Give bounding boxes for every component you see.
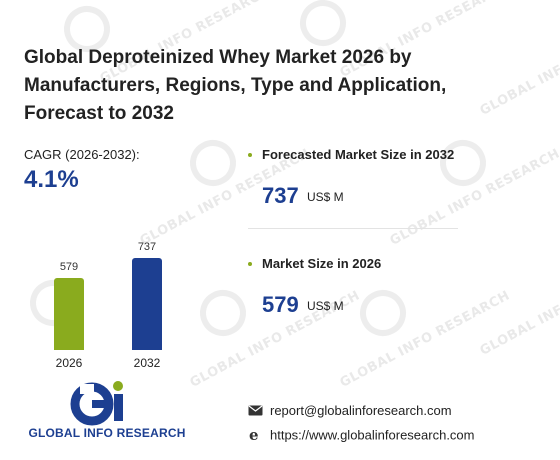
bar-category-2026: 2026 xyxy=(55,356,83,370)
bar-2026 xyxy=(54,278,84,350)
current-metric-title: Market Size in 2026 xyxy=(262,256,382,271)
bar-chart: 579 2026 737 2032 xyxy=(24,236,214,372)
bullet-icon xyxy=(248,153,252,157)
watermark-logo-icon xyxy=(181,131,245,195)
svg-text:e: e xyxy=(249,427,259,442)
logo-mark-icon xyxy=(70,381,123,426)
forecast-metric-unit: US$ M xyxy=(307,190,344,204)
bar-2032 xyxy=(132,258,162,350)
bar-value-label-2026: 579 xyxy=(59,261,79,273)
bullet-icon xyxy=(248,262,252,266)
website-text[interactable]: https://www.globalinforesearch.com xyxy=(270,427,475,443)
watermark-text: GLOBAL INFO RESEARCH xyxy=(477,256,560,359)
cagr-label: CAGR (2026-2032): xyxy=(24,147,140,162)
logo-text: GLOBAL INFO RESEARCH xyxy=(28,426,186,440)
bar-category-2032: 2032 xyxy=(133,356,161,370)
current-metric-unit: US$ M xyxy=(307,299,344,313)
company-logo: GLOBAL INFO RESEARCH xyxy=(22,378,192,446)
current-metric-value: 579 xyxy=(262,292,299,317)
email-text[interactable]: report@globalinforesearch.com xyxy=(270,403,452,418)
forecast-metric-value: 737 xyxy=(262,183,299,208)
website-contact[interactable]: e https://www.globalinforesearch.com xyxy=(248,426,475,445)
watermark-logo-icon xyxy=(351,281,415,345)
forecast-metric-title: Forecasted Market Size in 2032 xyxy=(262,147,455,162)
bar-value-label-2032: 737 xyxy=(137,241,157,253)
cagr-value: 4.1% xyxy=(24,166,79,193)
divider xyxy=(248,228,458,229)
watermark-text: GLOBAL INFO RESEARCH xyxy=(337,288,513,391)
page-title: Global Deproteinized Whey Market 2026 by… xyxy=(24,47,447,124)
watermark-text: GLOBAL INFO RESEARCH xyxy=(477,16,560,119)
watermark-logo-icon xyxy=(431,131,495,195)
globe-icon: e xyxy=(248,426,264,445)
envelope-icon xyxy=(248,404,264,419)
email-contact[interactable]: report@globalinforesearch.com xyxy=(248,403,452,419)
